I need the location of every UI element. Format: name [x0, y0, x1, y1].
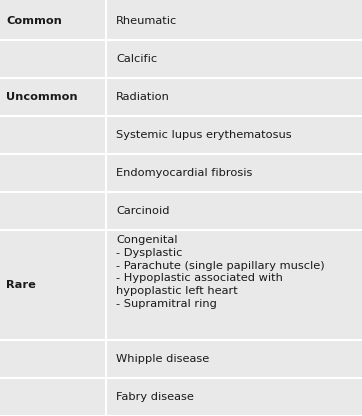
- Text: Radiation: Radiation: [116, 92, 170, 102]
- Text: Congenital
- Dysplastic
- Parachute (single papillary muscle)
- Hypoplastic asso: Congenital - Dysplastic - Parachute (sin…: [116, 235, 325, 309]
- Text: Systemic lupus erythematosus: Systemic lupus erythematosus: [116, 130, 292, 140]
- Text: Uncommon: Uncommon: [6, 92, 77, 102]
- Text: Carcinoid: Carcinoid: [116, 206, 169, 216]
- Text: Whipple disease: Whipple disease: [116, 354, 209, 364]
- Text: Rheumatic: Rheumatic: [116, 16, 177, 26]
- Text: Endomyocardial fibrosis: Endomyocardial fibrosis: [116, 168, 252, 178]
- Text: Fabry disease: Fabry disease: [116, 392, 194, 402]
- Text: Calcific: Calcific: [116, 54, 157, 64]
- Text: Rare: Rare: [6, 280, 36, 290]
- Text: Common: Common: [6, 16, 62, 26]
